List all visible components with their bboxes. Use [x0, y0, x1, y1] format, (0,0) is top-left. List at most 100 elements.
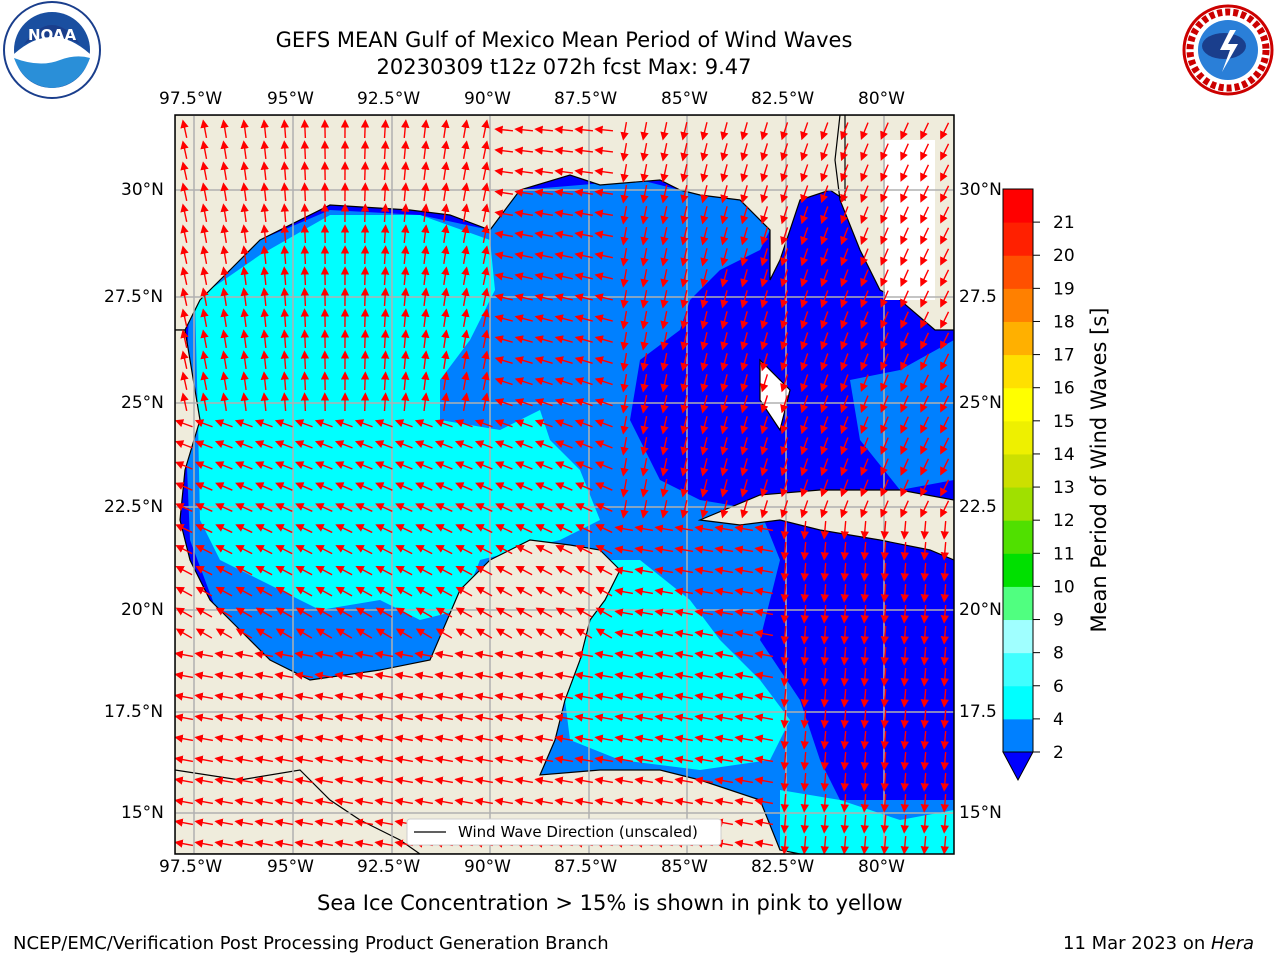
- wind-arrow: [680, 458, 689, 477]
- wind-arrow: [720, 479, 729, 498]
- wind-arrow: [360, 392, 370, 412]
- wind-arrow: [535, 545, 553, 555]
- wind-arrow: [334, 419, 353, 428]
- wind-arrow: [554, 125, 574, 134]
- wind-arrow: [455, 545, 473, 555]
- wind-arrow: [314, 440, 333, 449]
- wind-arrow: [614, 587, 634, 596]
- wind-arrow: [700, 353, 709, 372]
- wind-arrow: [335, 503, 353, 512]
- wind-arrow: [375, 524, 393, 534]
- wind-arrow: [195, 607, 213, 618]
- wind-arrow: [401, 329, 410, 349]
- wind-arrow: [275, 524, 293, 534]
- wind-arrow: [461, 392, 470, 412]
- wind-arrow: [535, 524, 553, 534]
- wind-arrow: [680, 500, 689, 519]
- wind-arrow: [740, 185, 749, 204]
- wind-arrow: [534, 272, 553, 281]
- wind-arrow: [640, 437, 649, 456]
- wind-arrow: [514, 230, 533, 239]
- wind-arrow: [195, 586, 213, 597]
- wind-arrow: [535, 586, 553, 597]
- wind-arrow: [300, 119, 310, 139]
- wind-arrow: [240, 329, 249, 349]
- wind-arrow: [200, 266, 209, 285]
- wind-arrow: [860, 604, 869, 624]
- wind-arrow: [494, 335, 513, 344]
- wind-arrow: [800, 500, 809, 519]
- wind-arrow: [760, 122, 769, 141]
- wind-arrow: [940, 395, 950, 413]
- wind-arrow: [481, 119, 490, 138]
- wind-arrow: [175, 524, 193, 534]
- wind-arrow: [880, 541, 889, 561]
- wind-arrow: [214, 440, 233, 449]
- wind-arrow: [494, 251, 513, 260]
- wind-arrow: [534, 188, 554, 197]
- wind-arrow: [300, 371, 310, 391]
- wind-arrow: [780, 311, 789, 330]
- wind-arrow: [640, 458, 649, 477]
- wind-arrow: [620, 248, 629, 267]
- colorbar-segment: [1003, 586, 1033, 621]
- wind-arrow: [674, 545, 694, 554]
- wind-arrow: [260, 287, 269, 307]
- wind-arrow: [240, 119, 249, 139]
- colorbar-tick-label: 10: [1053, 577, 1075, 597]
- wind-arrow: [435, 586, 453, 597]
- colorbar-segment: [1003, 685, 1033, 720]
- wind-arrow: [475, 524, 493, 534]
- wind-arrow: [334, 440, 353, 449]
- colorbar-segment: [1003, 321, 1033, 356]
- wind-arrow: [660, 374, 669, 393]
- colorbar-tick-label: 2: [1053, 743, 1064, 763]
- wind-arrow: [534, 419, 553, 428]
- wind-arrow: [900, 500, 909, 518]
- run-host: Hera: [1210, 933, 1255, 954]
- wind-arrow: [514, 398, 533, 407]
- wind-arrow: [860, 143, 869, 161]
- wind-arrow: [295, 586, 313, 597]
- wind-arrow: [421, 245, 430, 265]
- wind-arrow: [260, 350, 269, 370]
- wind-arrow: [700, 416, 709, 435]
- wind-arrow: [720, 416, 729, 435]
- wind-arrow: [534, 167, 554, 176]
- wind-arrow: [720, 269, 729, 288]
- wind-arrow: [315, 461, 333, 470]
- wind-arrow: [215, 545, 233, 555]
- run-date-text: 11 Mar 2023 on: [1063, 933, 1211, 954]
- wind-arrow: [680, 290, 689, 309]
- wind-arrow: [275, 482, 293, 491]
- wind-arrow: [574, 293, 593, 302]
- wind-arrow: [640, 500, 649, 519]
- wind-arrow: [860, 374, 869, 392]
- wind-arrow: [240, 140, 249, 160]
- wind-arrow: [714, 587, 734, 596]
- wind-arrow: [300, 182, 310, 202]
- wind-arrow: [840, 437, 849, 456]
- wind-arrow: [274, 419, 293, 428]
- wind-arrow: [220, 266, 229, 286]
- wind-arrow: [900, 604, 909, 624]
- wind-arrow: [860, 416, 869, 434]
- wind-arrow: [280, 140, 290, 160]
- wind-arrow: [634, 587, 654, 596]
- wind-arrow: [820, 143, 829, 162]
- wind-arrow: [900, 541, 909, 561]
- wind-arrow: [360, 287, 370, 307]
- wind-arrow: [900, 227, 909, 245]
- wind-arrow: [481, 203, 490, 222]
- wind-arrow: [280, 350, 290, 370]
- wind-arrow: [940, 583, 949, 603]
- wind-arrow: [375, 607, 393, 618]
- wind-arrow: [900, 332, 909, 350]
- wind-arrow: [355, 482, 373, 491]
- wind-arrow: [660, 500, 669, 519]
- wind-arrow: [380, 350, 390, 370]
- wind-arrow: [920, 311, 930, 329]
- wind-arrow: [754, 566, 774, 575]
- wind-arrow: [220, 287, 229, 307]
- wind-arrow: [441, 245, 450, 265]
